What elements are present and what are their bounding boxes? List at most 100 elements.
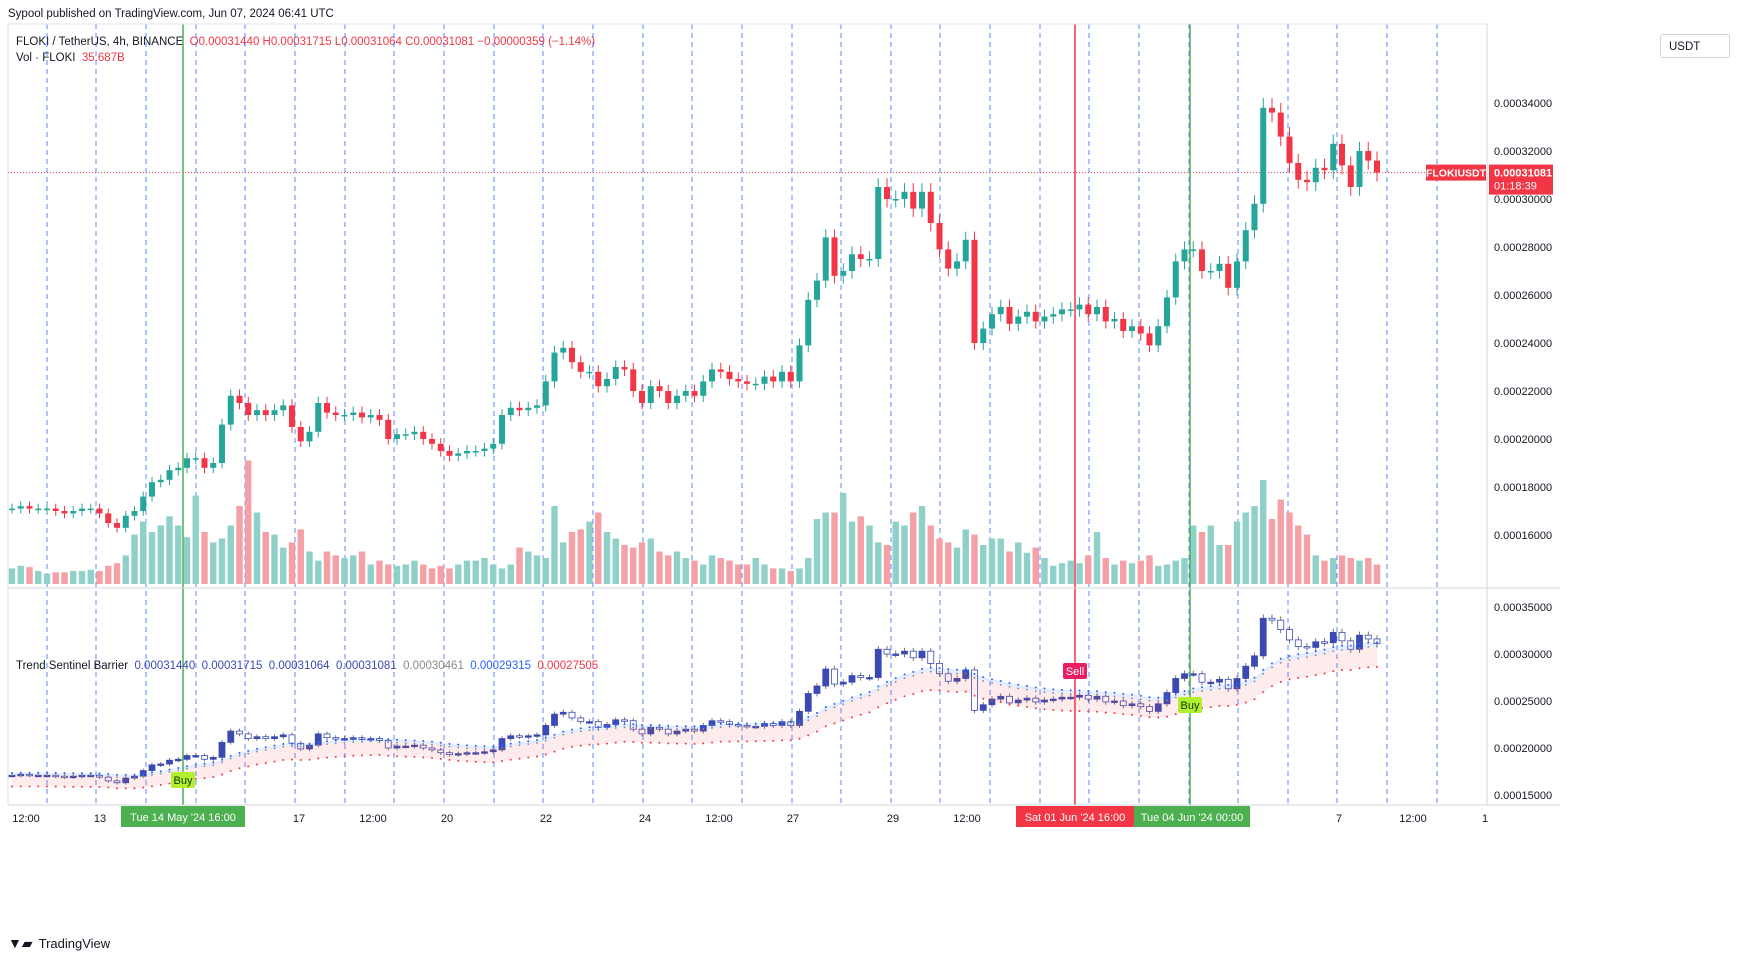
ind-candle-body xyxy=(113,780,121,784)
ind-dot-upper xyxy=(1367,641,1370,644)
ind-candle-body xyxy=(542,725,550,736)
candle-body xyxy=(289,405,295,427)
ind-value-7: 0.00027505 xyxy=(537,660,599,672)
volume-bar xyxy=(953,547,961,584)
buy-signal-label: Buy xyxy=(1181,700,1200,712)
ind-dot-upper xyxy=(1026,684,1028,687)
volume-bar xyxy=(262,532,269,584)
ind-dot-upper xyxy=(894,677,897,680)
volume-bar xyxy=(866,525,873,584)
ind-dot-lower xyxy=(509,758,512,761)
ind-dot-mid xyxy=(343,741,346,744)
ind-dot-lower xyxy=(1323,672,1326,675)
volume-bar xyxy=(918,506,926,584)
candle-body xyxy=(262,410,269,415)
candle-body xyxy=(105,513,112,523)
ind-dot-upper xyxy=(457,743,460,746)
ind-dot-lower xyxy=(159,784,162,787)
candle-body xyxy=(219,424,225,463)
candle-body xyxy=(1102,307,1109,322)
ind-axis-label: 0.00020000 xyxy=(1494,743,1552,755)
ind-dot-mid xyxy=(877,689,880,691)
ind-dot-mid xyxy=(728,725,731,728)
candle-body xyxy=(656,386,663,391)
ind-dot-upper xyxy=(1043,687,1046,690)
ind-dot-upper xyxy=(413,739,416,742)
ind-dot-lower xyxy=(1061,709,1063,712)
ind-dot-mid xyxy=(938,671,941,673)
time-axis-label: 12:00 xyxy=(12,813,40,825)
ind-dot-lower xyxy=(676,742,678,745)
volume-bar xyxy=(1163,564,1171,584)
candle-body xyxy=(1015,316,1022,324)
volume-bar xyxy=(175,525,182,584)
candle-body xyxy=(822,237,829,281)
volume-label[interactable]: Vol · FLOKI xyxy=(16,52,76,64)
time-axis-label: 12:00 xyxy=(953,813,981,825)
indicator-name[interactable]: Trend Sentinel Barrier xyxy=(16,660,129,672)
ind-dot-lower xyxy=(212,776,215,779)
ind-dot-lower xyxy=(1244,701,1247,704)
volume-bar xyxy=(17,565,24,584)
ind-candle-body xyxy=(271,736,278,739)
volume-bar xyxy=(1233,521,1241,584)
volume-bar xyxy=(542,558,549,584)
ind-dot-lower xyxy=(973,694,976,697)
ind-candle-body xyxy=(1076,694,1083,698)
symbol-label[interactable]: FLOKI / TetherUS, 4h, BINANCE xyxy=(16,36,184,48)
candle-body xyxy=(892,199,899,201)
volume-bar xyxy=(813,519,821,584)
ind-dot-upper xyxy=(1279,657,1282,660)
ind-dot-upper xyxy=(404,739,407,742)
ind-dot-mid xyxy=(859,697,862,699)
volume-bar xyxy=(787,571,794,584)
ind-dot-upper xyxy=(597,725,600,728)
ind-dot-lower xyxy=(1026,705,1028,708)
ind-candle-body xyxy=(279,734,287,738)
ind-dot-mid xyxy=(1376,645,1378,648)
ind-candle-body xyxy=(822,668,830,687)
volume-bar xyxy=(490,564,497,584)
ind-band-lower xyxy=(12,646,1377,789)
ind-dot-mid xyxy=(702,728,705,730)
ind-dot-mid xyxy=(1087,693,1090,696)
ind-candle-body xyxy=(1251,655,1258,667)
ind-dot-mid xyxy=(763,725,766,728)
ind-dot-upper xyxy=(842,699,845,702)
volume-bar xyxy=(568,532,576,584)
sell-signal-label-bg xyxy=(1063,663,1087,679)
ind-dot-lower xyxy=(956,691,958,694)
ind-dot-upper xyxy=(623,723,626,726)
buy-signal-label-bg xyxy=(171,772,195,788)
currency-button[interactable]: USDT xyxy=(1660,34,1730,58)
ind-dot-lower xyxy=(46,785,48,788)
candle-body xyxy=(79,508,85,511)
candle-body xyxy=(1024,311,1030,317)
candle-body xyxy=(376,415,383,420)
footer-brand[interactable]: ▼▰ TradingView xyxy=(8,935,110,952)
indicator-legend[interactable]: Trend Sentinel Barrier 0.00031440 0.0003… xyxy=(16,660,598,672)
ind-dot-upper xyxy=(667,724,670,727)
volume-bar xyxy=(437,565,444,584)
ind-candle-body xyxy=(1014,699,1022,704)
volume-bar xyxy=(551,506,558,584)
ind-dot-upper xyxy=(256,747,258,750)
ind-dot-lower xyxy=(1113,712,1116,715)
volume-bar xyxy=(1321,560,1328,584)
candle-body xyxy=(507,407,514,415)
ind-dot-mid xyxy=(352,741,355,744)
ind-dot-mid xyxy=(492,748,495,751)
candle-body xyxy=(481,448,488,451)
ind-dot-lower xyxy=(291,758,293,761)
volume-bar xyxy=(1137,560,1144,584)
ind-dot-upper xyxy=(1376,641,1378,644)
ind-dot-lower xyxy=(413,755,416,758)
volume-bar xyxy=(183,537,191,584)
price-axis-label: 0.00028000 xyxy=(1494,242,1552,254)
ind-dot-upper xyxy=(212,761,215,764)
ind-dot-mid xyxy=(562,733,565,736)
ind-dot-mid xyxy=(116,776,118,779)
ind-dot-upper xyxy=(1209,685,1212,688)
volume-bar xyxy=(210,542,217,584)
